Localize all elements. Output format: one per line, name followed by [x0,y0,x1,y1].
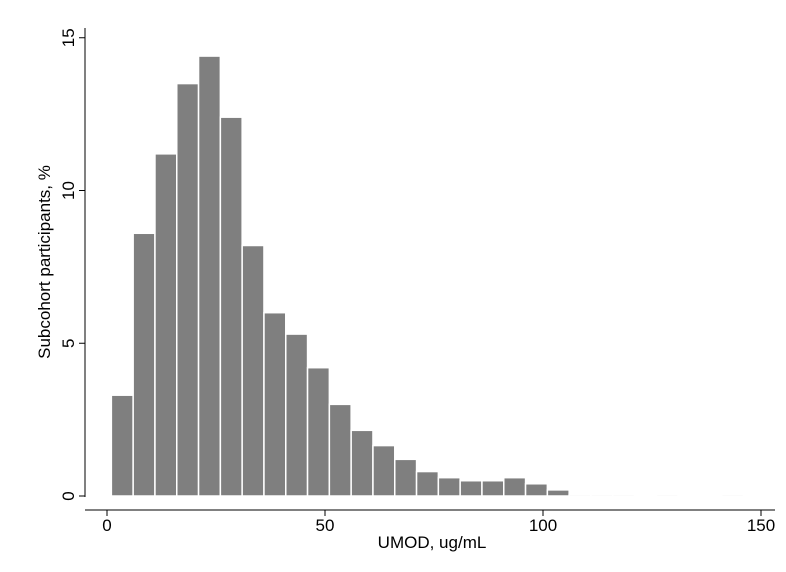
x-axis-ticks: 0 50 100 150 [102,510,775,535]
histogram-bar-21 [568,493,592,497]
histogram-bar-15 [437,476,461,497]
bars-group [110,55,745,497]
histogram-bar-11 [350,429,374,497]
y-tick-label: 10 [59,181,78,200]
histogram-bar-23 [612,493,636,497]
histogram-bar-18 [503,476,527,497]
y-axis-ticks: 0 5 10 15 [59,28,85,501]
x-tick-label: 100 [529,516,557,535]
histogram-bar-22 [590,493,614,497]
histogram-bar-12 [372,444,396,497]
histogram-bar-2 [154,153,178,497]
histogram-bar-8 [285,333,309,497]
histogram-bar-24 [655,493,679,497]
histogram-bar-1 [132,232,156,497]
y-tick-label: 5 [59,339,78,348]
x-axis-title: UMOD, ug/mL [378,533,487,552]
y-tick-label: 0 [59,491,78,500]
y-axis-title: Subcohort participants, % [35,165,54,359]
histogram-bar-5 [219,116,243,497]
histogram-bar-20 [546,489,570,497]
histogram-bar-13 [394,458,418,497]
histogram-bar-25 [721,493,745,497]
histogram-bar-19 [524,483,549,497]
histogram-bar-16 [459,479,483,497]
y-tick-label: 15 [59,28,78,47]
x-tick-label: 0 [102,516,111,535]
histogram-bar-6 [241,244,265,497]
histogram-bar-0 [110,394,134,497]
x-tick-label: 150 [747,516,775,535]
histogram-bar-3 [176,82,200,497]
x-tick-label: 50 [316,516,335,535]
histogram-bar-10 [328,403,352,497]
histogram-bar-14 [415,470,440,497]
histogram-bar-17 [481,479,505,497]
histogram-bar-9 [306,366,331,497]
histogram-bar-7 [263,311,287,497]
histogram-bar-4 [197,55,222,497]
